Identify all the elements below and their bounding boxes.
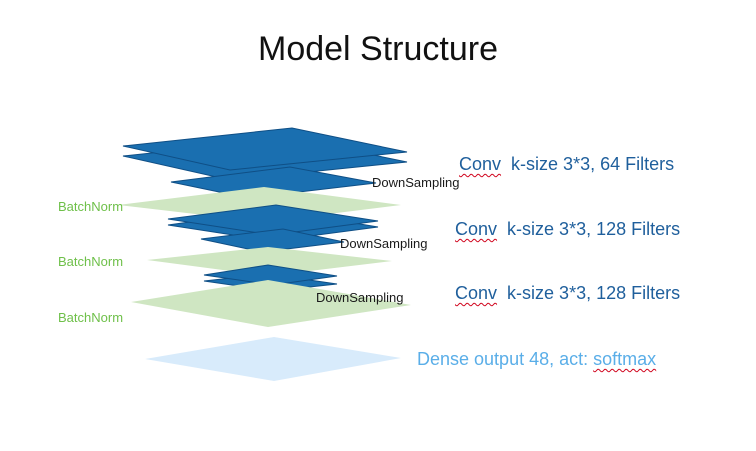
batchnorm-label-2: BatchNorm <box>58 254 124 269</box>
batchnorm-label-3: BatchNorm <box>58 310 124 325</box>
batchnorm-label-1: BatchNorm <box>58 199 124 214</box>
downsampling-label-3: DownSampling <box>316 290 404 305</box>
dense-label: Dense output 48, act: softmax <box>417 349 656 370</box>
dense-prefix: Dense output 48, act: <box>417 349 594 369</box>
conv-detail-2: k-size 3*3, 128 Filters <box>507 219 681 239</box>
downsample-layer-2 <box>200 228 345 253</box>
conv-layer-2b <box>167 204 379 236</box>
downsampling-label-1: DownSampling <box>372 175 460 190</box>
conv-word-1: Conv <box>459 154 502 174</box>
conv-layer-3b <box>203 264 338 286</box>
downsampling-label-2: DownSampling <box>340 236 428 251</box>
conv-detail-3: k-size 3*3, 128 Filters <box>507 283 681 303</box>
conv-detail-1: k-size 3*3, 64 Filters <box>511 154 675 174</box>
batchnorm-layer-3 <box>131 280 411 327</box>
conv-layer-1b <box>122 127 408 171</box>
dense-layer <box>145 337 401 381</box>
conv-word-3: Conv <box>455 283 498 303</box>
conv-label-3: Conv k-size 3*3, 128 Filters <box>455 283 680 304</box>
batchnorm-layer-2 <box>147 247 392 276</box>
slide-title: Model Structure <box>258 30 498 68</box>
conv-label-1: Conv k-size 3*3, 64 Filters <box>459 154 674 175</box>
conv-label-2: Conv k-size 3*3, 128 Filters <box>455 219 680 240</box>
dense-activation: softmax <box>593 349 657 369</box>
conv-word-2: Conv <box>455 219 498 239</box>
